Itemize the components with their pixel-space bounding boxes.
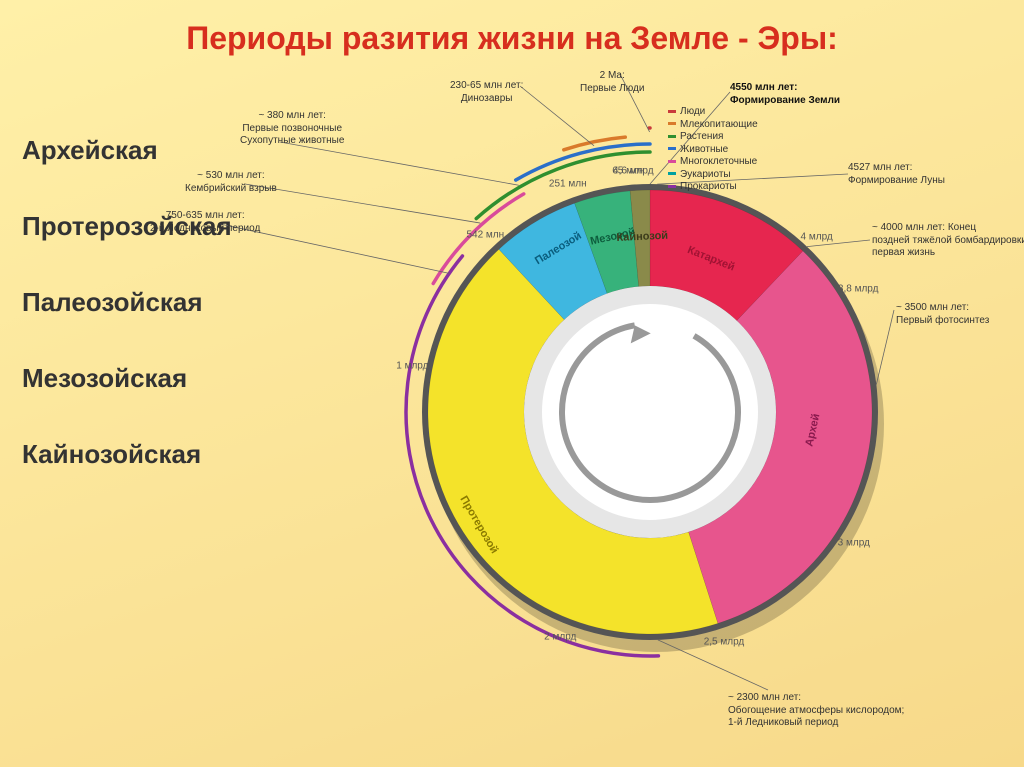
era-item: Архейская [22,135,232,166]
tick-label: 2,5 млрд [704,637,745,648]
annotation: 4550 млн лет: Формирование Земли [730,82,840,107]
taxon-group-item: Многоклеточные [668,156,758,169]
tick-label: 3,8 млрд [838,283,879,294]
taxon-group-item: Растения [668,131,758,144]
page-title: Периоды разития жизни на Земле - Эры: [0,20,1024,57]
tick-label: 251 млн [549,179,587,190]
taxon-group-item: Животные [668,144,758,157]
era-item: Кайнозойская [22,439,232,470]
tick-label: 542 млн [466,229,504,240]
annotation: ~ 2300 млн лет: Обогощение атмосферы кис… [728,692,904,730]
annotation: 750-635 млн лет: 2-й Ледниковый период [150,210,260,235]
taxon-group-item: Млекопитающие [668,119,758,132]
era-item: Палеозойская [22,287,232,318]
segment-label: Кайнозой [616,230,668,244]
annotation: ~ 380 млн лет: Первые позвоночные Сухопу… [240,110,344,148]
annotation: 4527 млн лет: Формирование Луны [848,162,945,187]
taxon-group-item: Люди [668,106,758,119]
annotation: ~ 3500 млн лет: Первый фотосинтез [896,302,989,327]
taxon-group-item: Прокариоты [668,181,758,194]
annotation: ~ 4000 млн лет: Конец поздней тяжёлой бо… [872,222,1024,260]
era-item: Мезозойская [22,363,232,394]
geologic-clock: 4,6 млрд4 млрд3,8 млрд3 млрд2,5 млрд2 мл… [300,92,1000,752]
annotation: 230-65 млн лет: Динозавры [450,80,523,105]
taxon-group-list: ЛюдиМлекопитающиеРастенияЖивотныеМногокл… [668,106,758,194]
tick-label: 65 млн [612,165,644,176]
tick-label: 4 млрд [801,231,833,242]
tick-label: 3 млрд [838,537,870,548]
annotation: ~ 530 млн лет: Кембрийский взрыв [185,170,277,195]
taxon-group-item: Эукариоты [668,169,758,182]
annotation: 2 Ма: Первые Люди [580,70,644,95]
tick-label: 1 млрд [396,361,428,372]
tick-label: 2 млрд [544,631,576,642]
